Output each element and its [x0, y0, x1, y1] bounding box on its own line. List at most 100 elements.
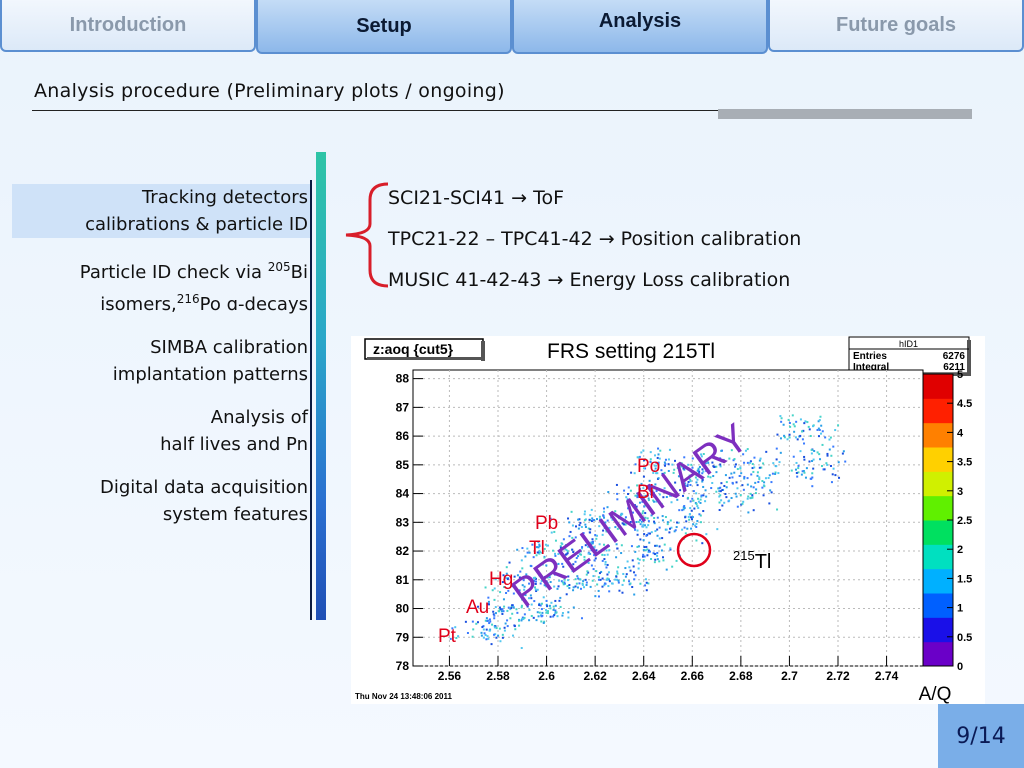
heatmap-cell	[516, 548, 519, 551]
heatmap-cell	[554, 539, 557, 542]
heatmap-cell	[831, 473, 834, 476]
heatmap-cell	[656, 534, 659, 537]
heatmap-cell	[818, 428, 821, 431]
heatmap-cell	[484, 586, 487, 589]
heatmap-cell	[550, 601, 553, 604]
heatmap-cell	[797, 471, 800, 474]
heatmap-cell	[554, 609, 557, 612]
heatmap-cell	[522, 618, 525, 621]
tab-analysis[interactable]: Analysis	[512, 0, 768, 54]
heatmap-cell	[675, 526, 678, 529]
heatmap-cell	[718, 490, 721, 493]
heatmap-cell	[663, 461, 666, 464]
heatmap-cell	[783, 434, 786, 437]
heatmap-cell	[649, 458, 652, 461]
heatmap-cell	[594, 534, 597, 537]
heatmap-cell	[807, 425, 810, 428]
heatmap-cell	[783, 436, 786, 439]
heatmap-cell	[545, 585, 548, 588]
outline-item-half-lives[interactable]: Analysis of half lives and Pn	[160, 407, 308, 455]
heatmap-cell	[742, 488, 745, 491]
heatmap-cell	[513, 625, 516, 628]
heatmap-cell	[624, 523, 627, 526]
heatmap-cell	[805, 467, 808, 470]
heatmap-cell	[655, 490, 658, 493]
heatmap-cell	[607, 544, 610, 547]
heatmap-cell	[663, 543, 666, 546]
heatmap-cell	[695, 539, 698, 542]
heatmap-cell	[566, 552, 569, 555]
heatmap-cell	[481, 626, 484, 629]
heatmap-cell	[765, 450, 768, 453]
heatmap-cell	[646, 486, 649, 489]
heatmap-cell	[644, 584, 647, 587]
heatmap-cell	[636, 529, 639, 532]
heatmap-cell	[594, 595, 597, 598]
heatmap-cell	[517, 619, 520, 622]
heatmap-cell	[673, 530, 676, 533]
heatmap-cell	[606, 577, 609, 580]
heatmap-cell	[488, 622, 491, 625]
heatmap-cell	[538, 543, 541, 546]
heatmap-cell	[596, 583, 599, 586]
heatmap-cell	[616, 570, 619, 573]
heatmap-cell	[589, 528, 592, 531]
heatmap-cell	[671, 565, 674, 568]
outline-item-pid-check[interactable]: Particle ID check via 205Bi isomers,216P…	[79, 260, 308, 315]
heatmap-cell	[669, 519, 672, 522]
heatmap-cell	[715, 465, 718, 468]
heatmap-cell	[695, 481, 698, 484]
heatmap-cell	[751, 467, 754, 470]
heatmap-cell	[529, 594, 532, 597]
heatmap-cell	[842, 450, 845, 453]
heatmap-cell	[643, 546, 646, 549]
palette-band	[923, 471, 953, 497]
heatmap-cell	[546, 605, 549, 608]
heatmap-cell	[505, 566, 508, 569]
heatmap-cell	[614, 578, 617, 581]
heatmap-cell	[498, 627, 501, 630]
x-tick-label: 2.64	[632, 669, 656, 683]
heatmap-cell	[691, 466, 694, 469]
heatmap-cell	[653, 469, 656, 472]
heatmap-cell	[654, 454, 657, 457]
heatmap-cell	[683, 482, 686, 485]
heatmap-cell	[642, 449, 645, 452]
heatmap-cell	[671, 494, 674, 497]
y-tick-label: 85	[396, 458, 410, 472]
heatmap-cell	[576, 586, 579, 589]
heatmap-cell	[643, 459, 646, 462]
heatmap-cell	[642, 525, 645, 528]
heatmap-cell	[686, 483, 689, 486]
heatmap-cell	[541, 614, 544, 617]
tab-future-goals[interactable]: Future goals	[768, 0, 1024, 52]
heatmap-cell	[649, 487, 652, 490]
heatmap-cell	[738, 474, 741, 477]
heatmap-cell	[538, 545, 541, 548]
outline-item-daq[interactable]: Digital data acquisition system features	[100, 477, 308, 525]
tab-introduction[interactable]: Introduction	[0, 0, 256, 52]
heatmap-cell	[638, 488, 641, 491]
heatmap-cell	[803, 442, 806, 445]
tab-setup[interactable]: Setup	[256, 0, 512, 54]
heatmap-cell	[720, 449, 723, 452]
heatmap-cell	[641, 500, 644, 503]
outline-item-simba[interactable]: SIMBA calibration implantation patterns	[112, 337, 308, 385]
heatmap-cell	[524, 594, 527, 597]
x-tick-label: 2.56	[438, 669, 462, 683]
heatmap-cell	[634, 574, 637, 577]
heatmap-cell	[681, 528, 684, 531]
outline-item-tracking[interactable]: Tracking detectors calibrations & partic…	[12, 184, 310, 238]
heatmap-cell	[790, 469, 793, 472]
heatmap-cell	[624, 575, 627, 578]
heatmap-cell	[544, 559, 547, 562]
heatmap-cell	[611, 518, 614, 521]
heatmap-cell	[501, 636, 504, 639]
z-tick-label: 3.5	[957, 457, 972, 469]
heatmap-cell	[820, 465, 823, 468]
heatmap-cell	[623, 518, 626, 521]
heatmap-cell	[542, 596, 545, 599]
heatmap-cell	[501, 633, 504, 636]
heatmap-cell	[746, 477, 749, 480]
heatmap-cell	[557, 553, 560, 556]
